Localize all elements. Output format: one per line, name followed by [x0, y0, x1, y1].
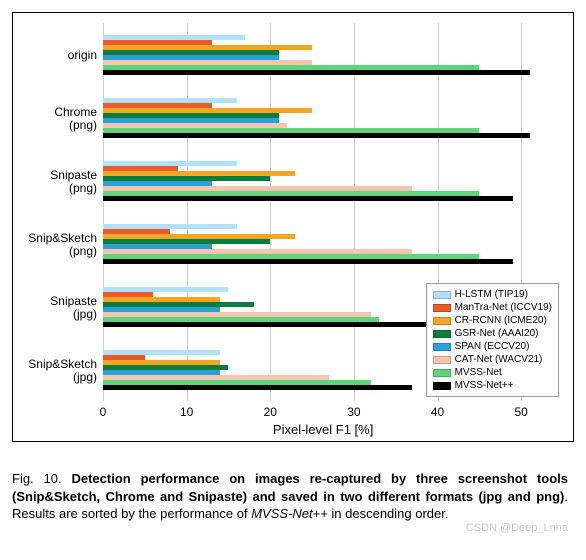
- legend: H-LSTM (TIP19)ManTra-Net (ICCV19)CR-RCNN…: [426, 283, 559, 397]
- watermark: CSDN @Deep_Lnna: [12, 522, 568, 534]
- caption-tail-b: in descending order.: [328, 506, 449, 521]
- bar: [103, 322, 446, 327]
- legend-swatch: [433, 317, 451, 325]
- legend-swatch: [433, 330, 451, 338]
- legend-label: MVSS-Net++: [455, 379, 514, 392]
- legend-item: H-LSTM (TIP19): [433, 288, 552, 301]
- legend-item: MVSS-Net++: [433, 379, 552, 392]
- legend-swatch: [433, 304, 451, 312]
- legend-item: CAT-Net (WACV21): [433, 353, 552, 366]
- y-tick-label: Snipaste (jpg): [50, 295, 97, 321]
- grid-line: [354, 23, 355, 401]
- y-tick-label: Snipaste (png): [50, 169, 97, 195]
- x-tick: 20: [264, 405, 277, 419]
- grid-line: [270, 23, 271, 401]
- x-tick: 50: [514, 405, 527, 419]
- y-tick-label: Snip&Sketch (png): [28, 232, 97, 258]
- legend-swatch: [433, 382, 451, 390]
- legend-label: CR-RCNN (ICME20): [455, 314, 547, 327]
- y-tick-label: Chrome (png): [54, 106, 97, 132]
- legend-item: GSR-Net (AAAI20): [433, 327, 552, 340]
- caption-italic: MVSS-Net++: [251, 506, 328, 521]
- caption-lead: Fig. 10.: [12, 471, 71, 486]
- legend-item: ManTra-Net (ICCV19): [433, 301, 552, 314]
- bar: [103, 196, 513, 201]
- legend-label: GSR-Net (AAAI20): [455, 327, 539, 340]
- y-tick-label: origin: [68, 49, 97, 62]
- legend-label: SPAN (ECCV20): [455, 340, 530, 353]
- legend-swatch: [433, 343, 451, 351]
- legend-swatch: [433, 356, 451, 364]
- legend-label: CAT-Net (WACV21): [455, 353, 543, 366]
- figure-caption: Fig. 10. Detection performance on images…: [12, 470, 568, 523]
- y-tick-label: Snip&Sketch (jpg): [28, 358, 97, 384]
- x-tick: 40: [431, 405, 444, 419]
- bar: [103, 133, 530, 138]
- x-tick: 30: [347, 405, 360, 419]
- legend-label: ManTra-Net (ICCV19): [455, 301, 552, 314]
- legend-swatch: [433, 369, 451, 377]
- x-tick: 10: [180, 405, 193, 419]
- bar: [103, 70, 530, 75]
- grid-line: [103, 23, 104, 401]
- bar: [103, 259, 513, 264]
- chart-container: Pixel-level F1 [%] H-LSTM (TIP19)ManTra-…: [12, 12, 574, 442]
- legend-item: MVSS-Net: [433, 366, 552, 379]
- x-tick: 0: [100, 405, 107, 419]
- legend-item: CR-RCNN (ICME20): [433, 314, 552, 327]
- x-axis-label: Pixel-level F1 [%]: [273, 422, 373, 437]
- grid-line: [187, 23, 188, 401]
- legend-swatch: [433, 291, 451, 299]
- caption-bold: Detection performance on images re-captu…: [12, 471, 568, 504]
- legend-label: H-LSTM (TIP19): [455, 288, 528, 301]
- legend-item: SPAN (ECCV20): [433, 340, 552, 353]
- bar: [103, 385, 412, 390]
- legend-label: MVSS-Net: [455, 366, 502, 379]
